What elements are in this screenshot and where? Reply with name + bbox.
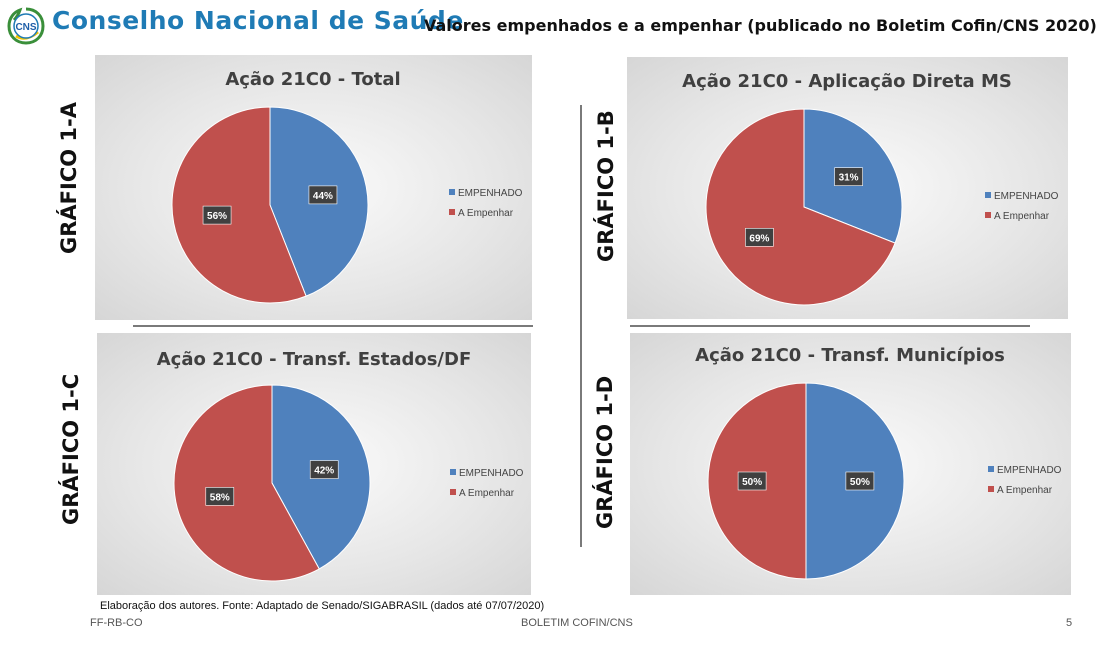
pie-slice-a-empenhar [173,384,320,582]
data-label: 42% [309,460,339,479]
pie-chart-c: Ação 21C0 - Transf. Estados/DF 42% 58% EMPE… [157,349,524,582]
footer-left: FF-RB-CO [90,617,143,629]
page-subtitle: Valores empenhados e a empenhar (publica… [424,16,1097,35]
chart-panel-a: Ação 21C0 - Total 44% 56% EMPENHADO A Empenh… [95,55,532,320]
cns-logo: CNS [7,7,45,45]
side-label-a: GRÁFICO 1-A [57,102,81,254]
svg-text:58%: 58% [210,492,230,503]
side-label-d: GRÁFICO 1-D [593,375,617,529]
data-label: 69% [745,227,774,247]
data-label: 56% [202,205,232,225]
chart-title: Ação 21C0 - Transf. Estados/DF [157,349,472,370]
legend-label: A Empenhar [994,211,1050,222]
chart-panel-d: Ação 21C0 - Transf. Municípios 50% 50% EMPE… [630,333,1071,595]
data-label: 44% [308,185,338,205]
legend-swatch [988,466,994,472]
svg-text:50%: 50% [850,477,870,488]
legend-swatch [450,469,456,475]
legend-label: EMPENHADO [459,468,524,479]
data-label: 50% [737,471,767,491]
pie-chart-b: Ação 21C0 - Aplicação Direta MS 31% 69% EMP… [682,71,1059,306]
source-note: Elaboração dos autores. Fonte: Adaptado … [100,600,545,612]
org-name: Conselho Nacional de Saúde [52,6,464,35]
legend-swatch [449,209,455,215]
side-label-b: GRÁFICO 1-B [594,110,618,262]
chart-panel-c: Ação 21C0 - Transf. Estados/DF 42% 58% EMPE… [97,333,531,595]
legend-swatch [985,212,991,218]
data-label: 50% [845,471,875,491]
chart-title: Ação 21C0 - Aplicação Direta MS [682,71,1012,92]
chart-title: Ação 21C0 - Transf. Municípios [695,345,1005,366]
data-label: 31% [834,167,863,187]
divider-vertical [580,105,582,547]
legend-label: A Empenhar [458,208,514,219]
pie-slice-a-empenhar [705,108,896,306]
legend-label: EMPENHADO [997,465,1062,476]
legend-label: EMPENHADO [458,188,523,199]
legend-swatch [449,189,455,195]
data-label: 58% [205,487,235,506]
svg-text:50%: 50% [742,477,762,488]
pie-slice-a-empenhar [171,106,307,304]
chart-title: Ação 21C0 - Total [225,69,400,90]
svg-text:56%: 56% [207,211,227,222]
pie-chart-a: Ação 21C0 - Total 44% 56% EMPENHADO A Empenh… [171,69,523,304]
svg-text:31%: 31% [839,173,859,184]
svg-text:42%: 42% [314,466,334,477]
divider-left [133,325,533,327]
legend-swatch [450,489,456,495]
legend-swatch [988,486,994,492]
pie-chart-d: Ação 21C0 - Transf. Municípios 50% 50% EMPE… [695,345,1062,580]
legend-swatch [985,192,991,198]
footer-center: BOLETIM COFIN/CNS [521,617,633,629]
side-label-c: GRÁFICO 1-C [59,373,83,525]
legend-label: EMPENHADO [994,191,1059,202]
logo-text: CNS [15,22,36,33]
legend-label: A Empenhar [997,485,1053,496]
legend-label: A Empenhar [459,488,515,499]
divider-right [630,325,1030,327]
chart-panel-b: Ação 21C0 - Aplicação Direta MS 31% 69% EMP… [627,57,1068,319]
svg-text:69%: 69% [749,233,769,244]
page-number: 5 [1066,617,1073,629]
svg-text:44%: 44% [313,191,333,202]
